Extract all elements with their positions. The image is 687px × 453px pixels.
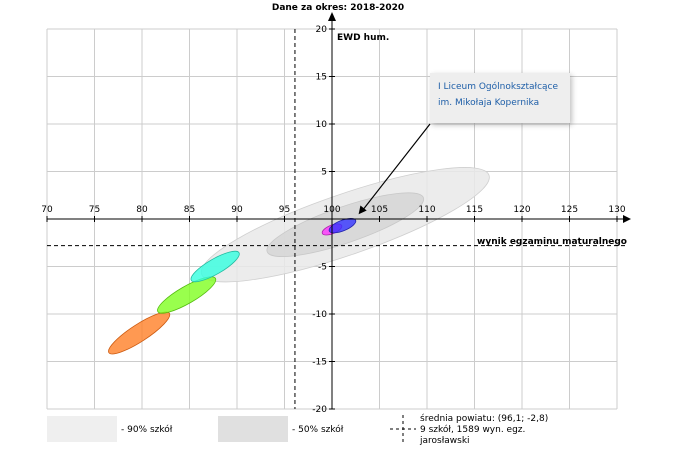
annotation-line-1: I Liceum Ogólnokształcące xyxy=(438,82,559,92)
y-tick-label: 5 xyxy=(321,168,327,178)
legend-reference-line-2: 9 szkół, 1589 wyn. egz. xyxy=(420,425,526,435)
annotation-arrow xyxy=(358,123,431,215)
x-tick-label: 115 xyxy=(466,205,483,215)
tick-labels: 70 75 80 85 90 95 100 105 110 115 120 125 130-20-15-… xyxy=(41,25,626,415)
y-tick-label: -5 xyxy=(318,263,327,273)
ellipse-school-green xyxy=(157,276,217,314)
x-tick-label: 130 xyxy=(608,205,625,215)
x-tick-label: 80 xyxy=(136,205,148,215)
x-axis-arrowhead xyxy=(623,215,631,223)
x-tick-label: 105 xyxy=(371,205,388,215)
annotation-arrow-shaft xyxy=(362,123,431,211)
chart-title: Dane za okres: 2018-2020 xyxy=(272,3,404,13)
legend-reference-line-3: jarosławski xyxy=(420,436,470,446)
ellipse-school-cyan xyxy=(190,250,240,283)
legend-swatch-90 xyxy=(47,416,117,442)
ellipses-layer xyxy=(108,167,490,355)
x-tick-label: 90 xyxy=(231,205,243,215)
y-tick-label: -10 xyxy=(312,310,327,320)
y-tick-label: 10 xyxy=(316,120,328,130)
y-axis-arrowhead xyxy=(328,12,336,21)
annotation-arrowhead xyxy=(358,205,367,215)
ellipse-school-blue xyxy=(328,218,357,234)
x-tick-label: 110 xyxy=(418,205,435,215)
x-tick-label: 125 xyxy=(561,205,578,215)
annotation-callout: I Liceum Ogólnokształcące im. Mikołaja K… xyxy=(430,73,570,123)
legend-reference-icon xyxy=(390,415,416,443)
legend-reference-line-1: średnia powiatu: (96,1; -2,8) xyxy=(420,414,549,424)
legend-label-50: - 50% szkół xyxy=(292,425,344,435)
legend-swatch-50 xyxy=(218,416,288,442)
x-tick-label: 85 xyxy=(184,205,195,215)
y-axis-label: EWD hum. xyxy=(337,33,389,43)
y-tick-label: 20 xyxy=(316,25,328,35)
x-tick-label: 120 xyxy=(513,205,530,215)
y-tick-label: 15 xyxy=(316,73,327,83)
ellipse-school-orange xyxy=(108,311,171,355)
x-tick-label: 70 xyxy=(41,205,53,215)
y-tick-label: -20 xyxy=(312,405,327,415)
x-tick-label: 75 xyxy=(89,205,100,215)
annotation-line-2: im. Mikołaja Kopernika xyxy=(438,98,540,108)
x-axis-label: wynik egzaminu maturalnego xyxy=(477,237,627,247)
legend-label-90: - 90% szkół xyxy=(121,425,173,435)
x-tick-label: 100 xyxy=(323,205,340,215)
axes xyxy=(46,12,631,410)
x-tick-label: 95 xyxy=(279,205,290,215)
y-tick-label: -15 xyxy=(312,358,327,368)
